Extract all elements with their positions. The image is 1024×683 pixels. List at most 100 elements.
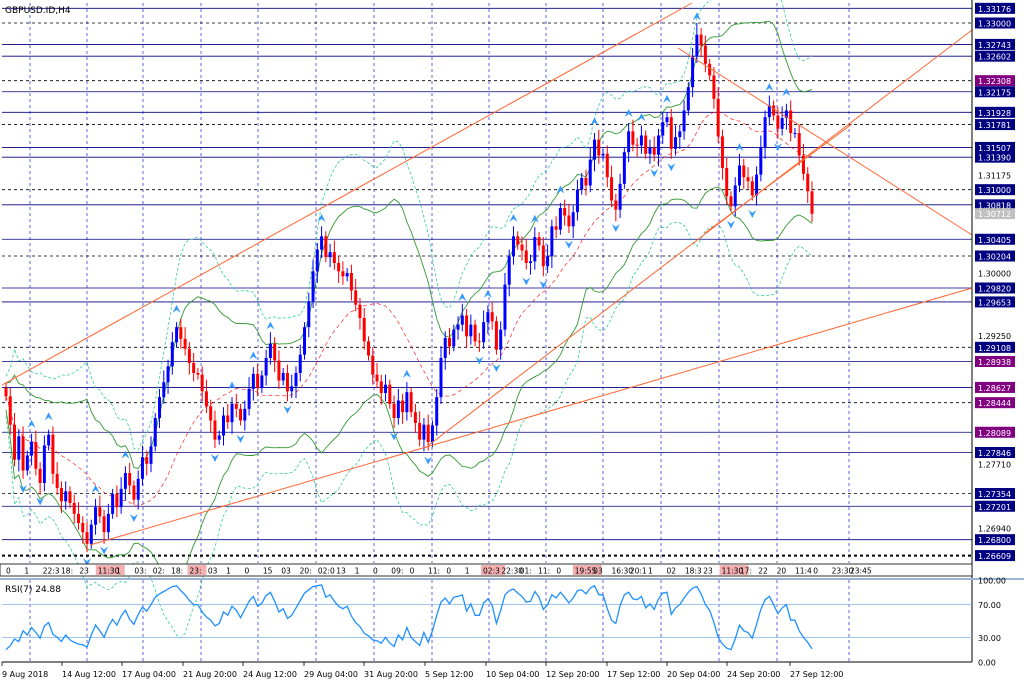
candle-body: [17, 436, 21, 460]
price-tag: [975, 550, 1015, 562]
price-tag-label: 1.32308: [978, 77, 1011, 86]
bollinger-outer-upper: [5, 0, 813, 451]
session-label: 0: [410, 567, 415, 576]
price-tag-label: 1.33176: [978, 5, 1011, 14]
session-label: 1: [226, 567, 231, 576]
candle-body: [277, 360, 281, 381]
fractal-down-arrow: [129, 514, 138, 522]
candle-body: [230, 403, 234, 423]
candle-body: [477, 341, 481, 343]
price-tick-label: 1.30000: [978, 270, 1011, 279]
candle-body: [51, 434, 55, 474]
candle-body: [396, 400, 400, 418]
candle-body: [746, 177, 750, 182]
session-label: 02:0: [318, 567, 335, 576]
session-label: 23: [79, 567, 89, 576]
fractal-up-arrow: [556, 185, 565, 194]
fractal-down-arrow: [390, 432, 399, 441]
candle-body: [145, 457, 149, 464]
price-tag: [975, 86, 1015, 98]
candle-body: [772, 105, 776, 116]
date-label: 14 Aug 12:00: [62, 670, 116, 679]
fractal-up-arrow: [91, 484, 100, 493]
candle-body: [21, 436, 25, 471]
price-tag-label: 1.28089: [978, 429, 1011, 438]
grid-lines: [29, 3, 850, 662]
session-label: 0: [813, 567, 818, 576]
session-label: 20: [777, 567, 787, 576]
candle-body: [204, 391, 208, 407]
candle-body: [64, 491, 68, 502]
candle-body: [490, 312, 494, 322]
candle-body: [563, 208, 567, 216]
fractal-arrows: [19, 12, 791, 567]
candle-body: [328, 252, 332, 258]
candle-body: [13, 424, 17, 460]
fractal-down-arrow: [773, 143, 782, 152]
price-tick-label: 1.27710: [978, 460, 1011, 469]
candle-body: [418, 423, 422, 440]
candle-body: [320, 236, 324, 250]
trendline: [704, 123, 853, 234]
candle-body: [695, 34, 699, 57]
candle-body: [192, 363, 196, 373]
candle-body: [4, 388, 8, 397]
candle-body: [601, 153, 605, 156]
trendlines[interactable]: [1, 2, 973, 546]
date-label: 29 Aug 04:00: [304, 670, 358, 679]
session-highlight: [481, 565, 506, 575]
candle-body: [405, 392, 409, 413]
session-label: 11:: [428, 567, 440, 576]
candle-body: [379, 381, 383, 393]
current-price-label: 1.30712: [978, 210, 1011, 219]
candle-body: [806, 173, 810, 192]
horizontal-levels[interactable]: [2, 7, 972, 557]
candle-body: [42, 445, 46, 483]
candle-body: [430, 425, 434, 443]
session-label-strip: 0 1 22:3 18: 23 11:301 03: 02: 18: 23: 03 1 0 15 03 20:…: [0, 563, 973, 577]
candle-body: [426, 424, 430, 443]
candle-body: [712, 75, 716, 99]
price-tag: [975, 119, 1015, 131]
candle-body: [605, 153, 609, 178]
candle-body: [388, 384, 392, 404]
candle-body: [725, 168, 729, 197]
candle-body: [507, 256, 511, 285]
candle-body: [128, 473, 132, 486]
candle-body: [149, 446, 153, 464]
candle-body: [482, 322, 486, 343]
candle-body: [520, 244, 524, 251]
fractal-up-arrow: [44, 412, 53, 421]
session-label: 02:: [153, 567, 165, 576]
candle-body: [132, 485, 136, 500]
candle-body: [38, 468, 42, 483]
fractal-up-arrow: [530, 214, 539, 223]
fractal-down-arrow: [726, 220, 735, 229]
candle-body: [217, 435, 221, 440]
fractal-down-arrow: [83, 558, 92, 567]
fractal-up-arrow: [228, 381, 237, 390]
candle-body: [76, 513, 80, 523]
candle-body: [158, 397, 162, 418]
candle-body: [720, 136, 724, 168]
fractal-down-arrow: [424, 456, 433, 465]
candle-body: [384, 384, 388, 393]
session-label: 17:: [740, 567, 752, 576]
candle-body: [810, 191, 814, 214]
rsi-line: [5, 584, 813, 651]
candle-body: [631, 131, 635, 145]
session-label: 1: [116, 567, 121, 576]
candle-body: [639, 135, 643, 146]
price-tag-label: 1.28444: [978, 399, 1011, 408]
session-label: 20:: [300, 567, 312, 576]
candle-body: [311, 271, 315, 302]
session-label: 20:1: [630, 567, 647, 576]
candle-body: [89, 524, 93, 544]
trendline: [677, 47, 973, 236]
price-tag-label: 1.31390: [978, 154, 1011, 163]
candle-body: [81, 523, 85, 533]
fractal-up-arrow: [266, 321, 275, 330]
candle-body: [221, 415, 225, 436]
candle-body: [349, 273, 353, 291]
